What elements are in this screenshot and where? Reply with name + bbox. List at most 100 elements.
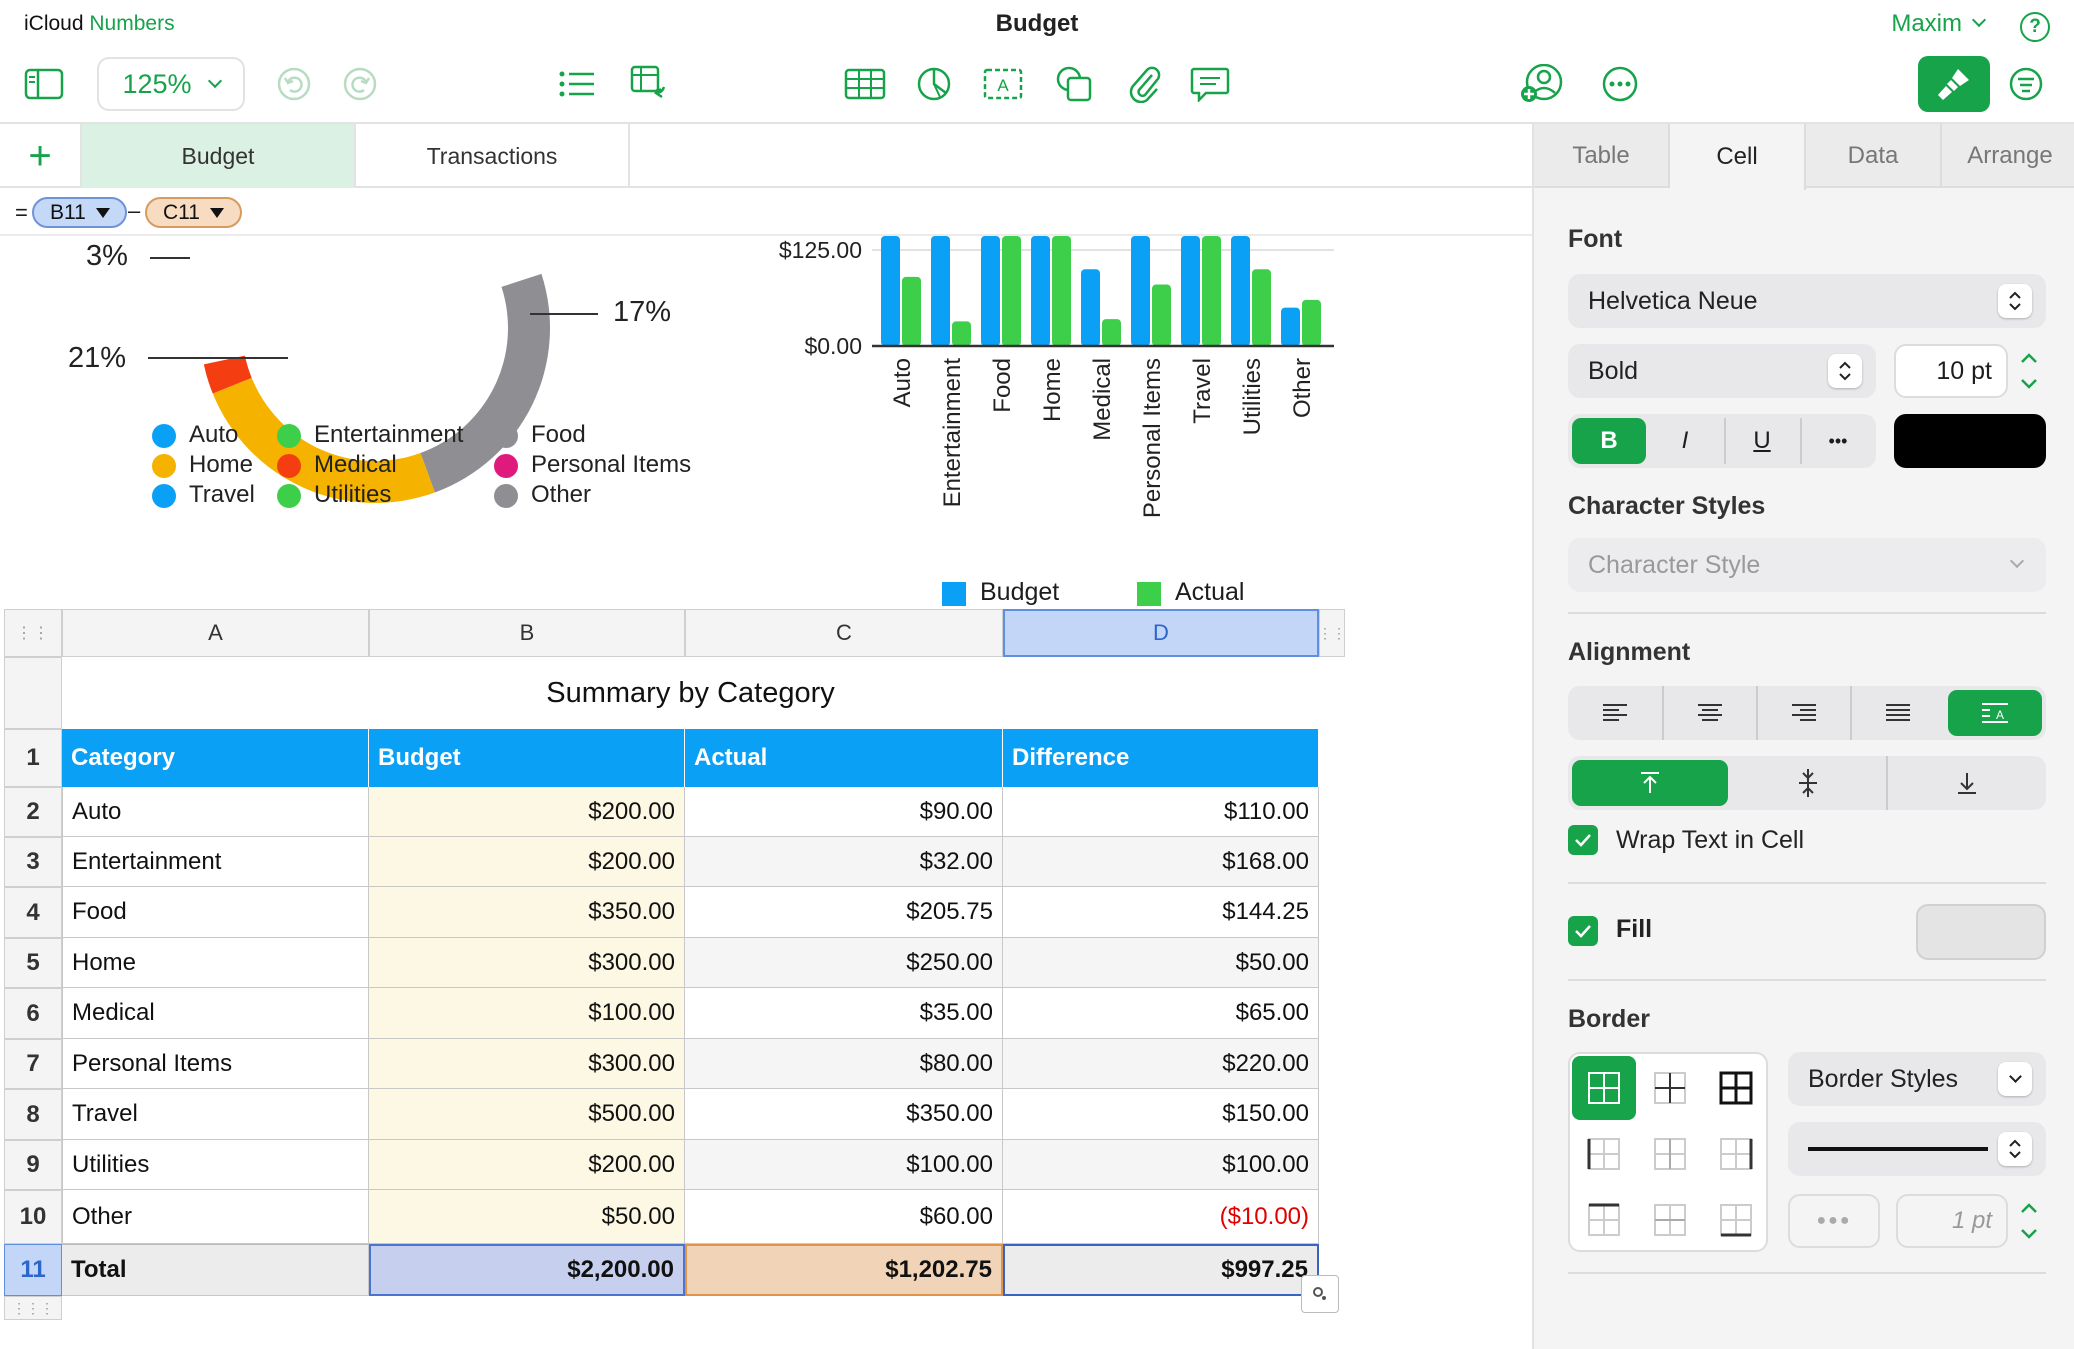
cell-resize-handle[interactable] [1301,1275,1339,1313]
more-text-options-button[interactable]: ••• [1800,418,1874,464]
bar-budget-medical[interactable] [1081,269,1100,346]
format-button[interactable] [1918,56,1990,112]
character-style-select[interactable]: Character Style [1568,538,2046,592]
table-cell[interactable]: $200.00 [369,1140,685,1190]
bold-button[interactable]: B [1572,418,1646,464]
align-justify-icon[interactable] [1850,686,1944,740]
table-cell[interactable]: $300.00 [369,938,685,988]
row-header-1[interactable]: 1 [4,729,62,787]
column-header-c[interactable]: C [685,609,1003,657]
bar-chart[interactable]: Auto Entertainment Food Home Medical Personal… [720,236,1340,596]
table-organize-icon[interactable] [628,62,672,106]
bar-budget-utilities[interactable] [1231,236,1250,346]
row-header-10[interactable]: 10 [4,1190,62,1244]
table-cell[interactable]: Personal Items [62,1039,369,1089]
table-cell[interactable]: $80.00 [685,1039,1003,1089]
tab-table[interactable]: Table [1534,124,1670,188]
font-style-select[interactable]: Bold [1568,344,1876,398]
row-header-8[interactable]: 8 [4,1089,62,1140]
donut-chart[interactable] [0,238,740,538]
table-cell[interactable]: $200.00 [369,837,685,887]
bar-actual-entertainment[interactable] [952,321,971,346]
table-cell[interactable]: Home [62,938,369,988]
column-header-b[interactable]: B [369,609,685,657]
help-button[interactable]: ? [2020,12,2050,42]
bulleted-list-icon[interactable] [555,62,599,106]
table-cell[interactable]: $150.00 [1003,1089,1319,1140]
zoom-menu[interactable]: 125% [97,57,245,111]
undo-icon[interactable] [272,62,316,106]
bar-actual-medical[interactable] [1102,319,1121,346]
document-title[interactable]: Budget [995,10,1079,37]
donut-slice-medical[interactable] [203,355,252,394]
border-styles-select[interactable]: Border Styles [1788,1052,2046,1106]
table-cell[interactable]: Auto [62,787,369,837]
insert-table-icon[interactable] [843,62,887,106]
total-actual-cell[interactable]: $1,202.75 [685,1244,1003,1296]
table-cell[interactable]: $65.00 [1003,988,1319,1039]
bar-budget-home[interactable] [1031,236,1050,346]
bar-actual-utilities[interactable] [1252,269,1271,346]
insert-shape-icon[interactable] [1052,62,1096,106]
insert-chart-icon[interactable] [912,62,956,106]
total-budget-cell[interactable]: $2,200.00 [369,1244,685,1296]
total-label-cell[interactable]: Total [62,1244,369,1296]
border-width-stepper[interactable] [2014,1196,2044,1246]
row-header-9[interactable]: 9 [4,1140,62,1190]
table-cell[interactable]: Food [62,887,369,938]
font-size-field[interactable]: 10 pt [1894,344,2008,398]
table-cell[interactable]: $300.00 [369,1039,685,1089]
more-options-icon[interactable] [1598,62,1642,106]
bar-actual-home[interactable] [1052,236,1071,346]
table-cell[interactable]: $350.00 [369,887,685,938]
row-header-4[interactable]: 4 [4,887,62,938]
border-all-icon[interactable] [1572,1056,1636,1120]
table-cell[interactable]: $100.00 [1003,1140,1319,1190]
comment-icon[interactable] [1188,62,1232,106]
text-color-well[interactable] [1894,414,2046,468]
align-right-icon[interactable] [1756,686,1850,740]
bar-actual-other[interactable] [1302,299,1321,346]
table-cell[interactable]: Travel [62,1089,369,1140]
border-line-style-select[interactable] [1788,1122,2046,1176]
table-cell[interactable]: $220.00 [1003,1039,1319,1089]
border-grid-icon[interactable] [1704,1056,1768,1120]
redo-icon[interactable] [338,62,382,106]
add-column-handle[interactable]: ⋮⋮ [1318,609,1346,657]
attachment-icon[interactable] [1122,62,1166,106]
border-color-button[interactable]: ●●● [1788,1194,1880,1248]
collaborate-icon[interactable] [1520,62,1564,106]
border-left-icon[interactable] [1572,1122,1636,1186]
bar-actual-auto[interactable] [902,276,921,346]
font-size-stepper[interactable] [2014,346,2044,396]
wrap-text-checkbox[interactable] [1568,825,1598,855]
bar-budget-travel[interactable] [1181,236,1200,346]
table-cell[interactable]: $35.00 [685,988,1003,1039]
align-bottom-icon[interactable] [1886,756,2046,810]
header-cell-actual[interactable]: Actual [685,729,1003,787]
align-left-icon[interactable] [1568,686,1662,740]
align-center-icon[interactable] [1662,686,1756,740]
total-difference-cell[interactable]: $997.25 [1003,1244,1319,1296]
organize-icon[interactable] [2004,62,2048,106]
table-cell[interactable]: $32.00 [685,837,1003,887]
row-header-11[interactable]: 11 [4,1244,62,1296]
formula-token-b11[interactable]: B11 [32,197,127,228]
table-cell[interactable]: $500.00 [369,1089,685,1140]
font-family-select[interactable]: Helvetica Neue [1568,274,2046,328]
header-cell-category[interactable]: Category [62,729,369,787]
table-cell[interactable]: $144.25 [1003,887,1319,938]
table-cell[interactable]: $200.00 [369,787,685,837]
align-middle-icon[interactable] [1730,756,1886,810]
table-cell[interactable]: $90.00 [685,787,1003,837]
table-cell[interactable]: $205.75 [685,887,1003,938]
app-brand[interactable]: iCloud Numbers [24,12,175,36]
bar-budget-entertainment[interactable] [931,236,950,346]
bar-actual-food[interactable] [1002,236,1021,346]
column-header-d[interactable]: D [1003,609,1319,657]
sidebar-toggle-icon[interactable] [22,62,66,106]
tab-budget[interactable]: Budget [82,124,356,188]
header-cell-budget[interactable]: Budget [369,729,685,787]
table-cell[interactable]: Entertainment [62,837,369,887]
bar-budget-food[interactable] [981,236,1000,346]
